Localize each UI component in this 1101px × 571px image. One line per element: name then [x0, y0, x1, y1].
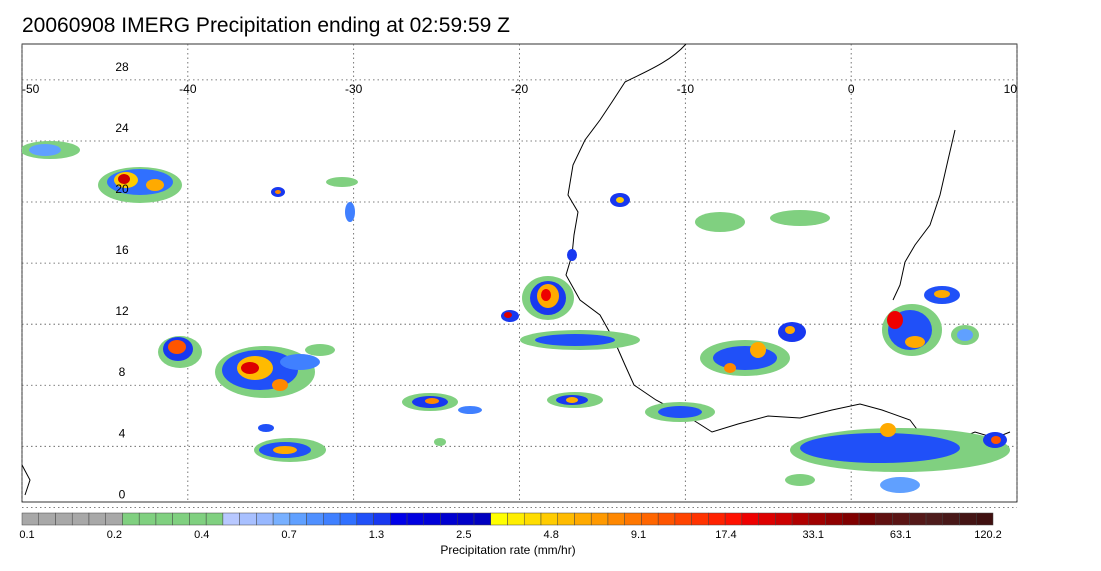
lon-label: 10 — [1004, 82, 1018, 96]
colorbar-swatch — [590, 512, 609, 526]
colorbar-swatch — [741, 512, 759, 526]
coastline-west — [22, 464, 31, 496]
colorbar-swatch — [189, 512, 207, 526]
colorbar-swatch — [624, 512, 642, 526]
colorbar-swatch — [323, 512, 341, 526]
colorbar-swatch — [172, 512, 190, 526]
colorbar-swatch — [775, 512, 793, 526]
map-frame — [21, 43, 1018, 503]
colorbar-swatch — [925, 512, 944, 526]
colorbar-swatch — [674, 512, 692, 526]
colorbar-swatch — [523, 512, 542, 526]
colorbar-swatch — [875, 512, 893, 526]
colorbar-label: 120.2 — [974, 529, 1002, 541]
colorbar-swatch — [507, 512, 525, 526]
colorbar-swatch — [557, 512, 575, 526]
colorbar-swatch — [88, 512, 106, 526]
lat-label: 4 — [119, 426, 126, 440]
colorbar-swatch — [808, 512, 826, 526]
colorbar-swatch — [105, 512, 123, 526]
colorbar-swatch — [239, 512, 257, 526]
coastline-east — [892, 129, 956, 301]
lon-label: -40 — [179, 82, 197, 96]
colorbar-swatch — [457, 512, 475, 526]
colorbar-swatch — [306, 512, 324, 526]
colorbar-label: 1.3 — [368, 529, 385, 541]
colorbar-swatch — [758, 512, 776, 526]
colorbar-label: 0.1 — [19, 529, 35, 541]
colorbar-swatch — [406, 512, 425, 526]
colorbar-swatch — [339, 512, 358, 526]
map-title: 20060908 IMERG Precipitation ending at 0… — [22, 14, 510, 37]
colorbar-swatch — [423, 512, 441, 526]
colorbar-swatch — [574, 512, 592, 526]
colorbar-swatch — [138, 512, 157, 526]
colorbar-swatch — [289, 512, 307, 526]
colorbar-swatch — [892, 512, 910, 526]
colorbar-label: 0.7 — [281, 529, 297, 541]
colorbar-swatch — [473, 512, 492, 526]
colorbar-swatch — [373, 512, 391, 526]
lon-label: -10 — [677, 82, 695, 96]
colorbar-label: 4.8 — [543, 529, 559, 541]
colorbar-label: 9.1 — [630, 529, 647, 541]
lon-label: -20 — [511, 82, 529, 96]
colorbar-swatch — [942, 512, 960, 526]
colorbar-swatch — [791, 512, 810, 526]
colorbar-swatch — [55, 512, 73, 526]
colorbar-label: 17.4 — [715, 529, 737, 541]
lat-labels: 28 24 20 16 12 8 4 0 — [115, 60, 129, 501]
colorbar-swatch — [155, 512, 173, 526]
colorbar-swatch — [858, 512, 877, 526]
colorbar-label: 63.1 — [889, 529, 912, 541]
colorbar-swatch — [959, 512, 977, 526]
colorbar-swatch — [390, 512, 408, 526]
colorbar-swatch — [440, 512, 458, 526]
colorbar-swatch — [691, 512, 709, 526]
precipitation-layer: -50 -40 -30 -20 -10 0 10 28 24 20 16 12 8 4 0 — [22, 44, 1017, 501]
colorbar-swatch — [825, 512, 843, 526]
colorbar-swatch — [641, 512, 659, 526]
lat-label: 8 — [119, 365, 126, 379]
colorbar-swatch — [490, 512, 508, 526]
lat-label: 16 — [115, 243, 129, 257]
colorbar-swatch — [607, 512, 625, 526]
rain-cells — [22, 141, 1010, 493]
colorbar-label: 33.1 — [802, 529, 824, 541]
colorbar-swatch — [256, 512, 274, 526]
lon-label: 0 — [848, 82, 855, 96]
colorbar-title: Precipitation rate (mm/hr) — [440, 543, 576, 557]
lon-label: -50 — [22, 82, 40, 96]
colorbar-swatch — [842, 512, 860, 526]
colorbar-swatch — [976, 512, 994, 526]
lat-label: 28 — [115, 60, 129, 74]
lat-label: 0 — [119, 487, 126, 501]
lat-label: 24 — [115, 121, 129, 135]
colorbar-swatch — [38, 512, 56, 526]
lon-labels: -50 -40 -30 -20 -10 0 10 — [22, 82, 1017, 96]
lat-label: 12 — [115, 304, 129, 318]
colorbar-swatch — [909, 512, 927, 526]
colorbar-swatch — [540, 512, 558, 526]
colorbar-label: 0.4 — [194, 529, 210, 541]
colorbar-swatch — [724, 512, 743, 526]
colorbar-label: 2.5 — [456, 529, 472, 541]
colorbar-swatch — [122, 512, 140, 526]
coastline — [565, 44, 1011, 443]
lat-label: 20 — [115, 182, 129, 196]
colorbar-swatch — [657, 512, 676, 526]
colorbar-swatch — [708, 512, 726, 526]
colorbar-swatch — [71, 512, 90, 526]
colorbar-swatch — [356, 512, 374, 526]
colorbar-swatch — [21, 512, 39, 526]
colorbar-swatch — [205, 512, 224, 526]
colorbar — [21, 512, 994, 526]
colorbar-label: 0.2 — [106, 529, 123, 541]
colorbar-swatch — [222, 512, 240, 526]
lon-label: -30 — [345, 82, 363, 96]
colorbar-swatch — [272, 512, 291, 526]
